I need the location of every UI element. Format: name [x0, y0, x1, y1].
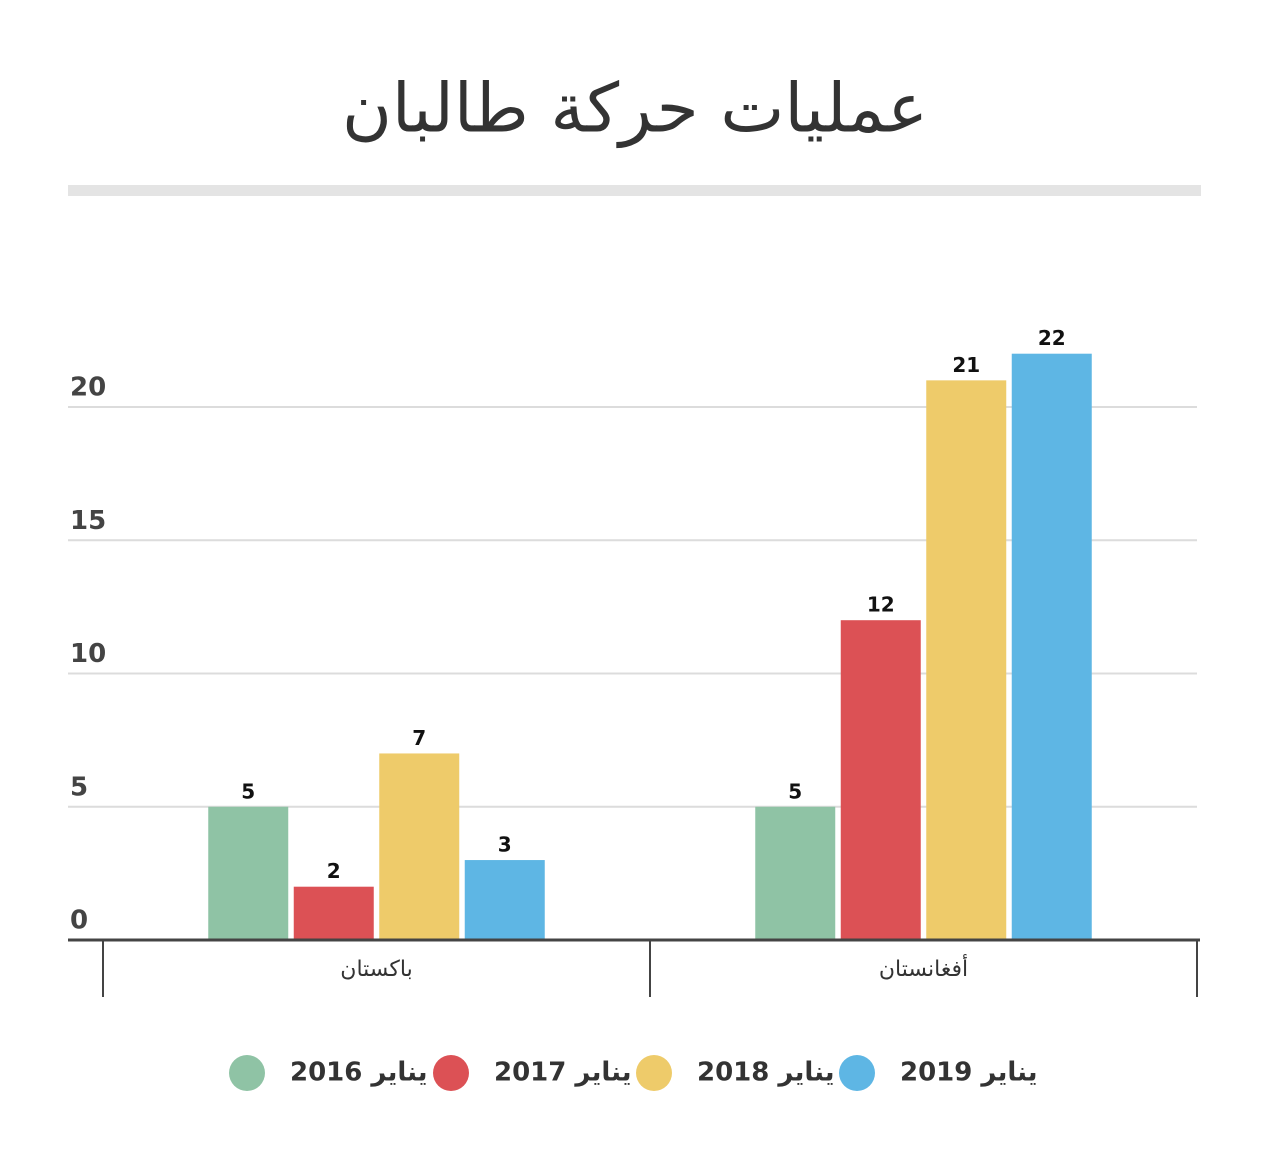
- data-label: 22: [1038, 326, 1066, 350]
- bar: [379, 753, 460, 940]
- legend-label: يناير 2019: [900, 1058, 1038, 1088]
- data-label: 21: [952, 353, 980, 377]
- legend-marker: [229, 1055, 265, 1091]
- data-label: 7: [412, 726, 426, 750]
- title-rule: [68, 185, 1201, 196]
- y-tick-label: 10: [70, 639, 106, 669]
- legend-label: يناير 2018: [697, 1058, 835, 1088]
- data-label: 2: [327, 859, 341, 883]
- data-label: 5: [788, 779, 802, 803]
- bar: [293, 886, 374, 940]
- bar: [840, 620, 921, 940]
- y-tick-label: 5: [70, 772, 88, 802]
- legend-label: يناير 2016: [290, 1058, 428, 1088]
- y-tick-label: 0: [70, 906, 88, 936]
- bar: [755, 806, 836, 940]
- data-label: 12: [867, 593, 895, 617]
- legend-marker: [433, 1055, 469, 1091]
- bar: [464, 860, 545, 940]
- bar: [208, 806, 289, 940]
- legend-marker: [839, 1055, 875, 1091]
- y-tick-label: 20: [70, 373, 106, 403]
- data-label: 5: [241, 779, 255, 803]
- y-tick-label: 15: [70, 506, 106, 536]
- data-label: 3: [498, 833, 512, 857]
- legend-marker: [636, 1055, 672, 1091]
- x-tick-label: أفغانستان: [879, 954, 968, 982]
- x-tick-label: باكستان: [340, 957, 412, 982]
- bar: [1011, 353, 1092, 940]
- bar: [926, 380, 1007, 941]
- chart-title: عمليات حركة طالبان: [342, 70, 928, 149]
- legend-label: يناير 2017: [494, 1058, 632, 1088]
